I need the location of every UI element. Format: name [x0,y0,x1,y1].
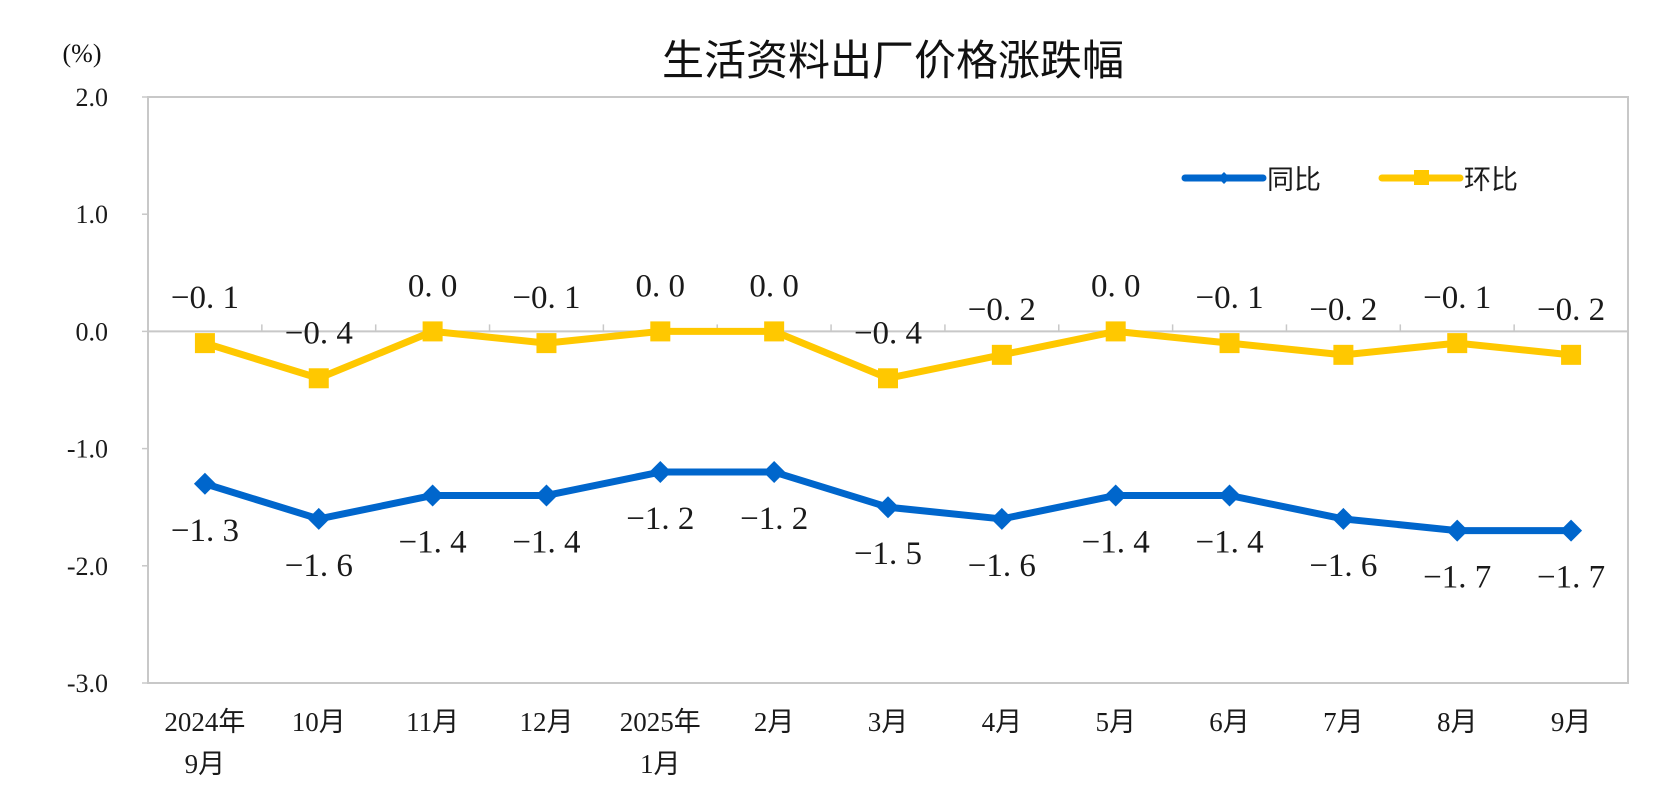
data-label: −0. 1 [512,280,580,316]
diamond-marker [193,472,216,495]
data-label: 0. 0 [1091,268,1141,304]
square-marker [194,333,215,354]
data-label: −0. 4 [854,315,922,351]
data-label: −1. 7 [1423,560,1491,596]
y-tick-label: 1.0 [76,200,109,229]
data-label: −1. 6 [968,548,1036,584]
data-label: −1. 3 [171,513,239,549]
x-tick-label: 11月 [406,707,459,737]
data-label: −0. 2 [1309,292,1377,328]
data-label: −1. 2 [626,501,694,537]
x-tick-label: 7月 [1323,707,1364,737]
y-tick-label: -1.0 [67,435,108,464]
x-tick-label: 6月 [1209,707,1250,737]
x-tick-label: 2月 [754,707,795,737]
diamond-marker [307,507,330,530]
data-label: −0. 4 [285,315,353,351]
x-tick-label: 4月 [982,707,1023,737]
square-marker [308,368,329,389]
square-marker [1333,344,1354,365]
series-mom: −0. 1 −0. 4 0. 0 −0. 1 0. 0 0. 0 −0. 4 −0. 2 0. … [171,268,1605,389]
plot-area [147,96,1629,684]
diamond-marker [1104,484,1127,507]
square-marker [536,333,557,354]
plot-border [147,96,1629,684]
x-tick-label: 9月 [1551,707,1592,737]
square-marker [878,368,898,389]
data-label: 0. 0 [636,268,686,304]
legend-label: 同比 [1267,165,1321,196]
y-tick-label: 0.0 [76,317,109,346]
square-marker [764,321,785,342]
data-label: −1. 6 [1309,548,1377,584]
legend-label: 环比 [1464,165,1518,196]
data-label: −0. 2 [1537,292,1605,328]
x-tick-label: 1月 [640,749,681,779]
square-marker [422,321,443,342]
x-tick-label: 9月 [185,749,226,779]
data-label: −0. 2 [968,292,1036,328]
data-label: −1. 6 [285,548,353,584]
square-marker [650,321,671,342]
data-label: 0. 0 [408,268,458,304]
y-tick-label: 2.0 [76,83,109,112]
diamond-marker [763,461,786,484]
square-marker [1447,333,1468,354]
data-label: 0. 0 [749,268,799,304]
series-layer: −1. 3 −1. 6 −1. 4 −1. 4 −1. 2 −1. 2 −1. 5 −1. 6… [171,268,1605,595]
diamond-marker [421,484,444,507]
x-tick-label: 2024年 [164,707,245,737]
data-label: −1. 2 [740,501,808,537]
data-label: −1. 4 [1195,524,1263,560]
data-label: −1. 4 [1082,524,1150,560]
data-label: −1. 4 [399,524,467,560]
chart-title: 生活资料出厂价格涨跌幅 [662,36,1124,85]
square-marker [1105,321,1126,342]
legend-item-yoy: 同比 [1181,165,1321,196]
series-yoy: −1. 3 −1. 6 −1. 4 −1. 4 −1. 2 −1. 2 −1. 5 −1. 6… [171,461,1605,596]
data-label: −0. 1 [1195,280,1263,316]
y-axis-unit-label: (%) [63,39,102,68]
diamond-marker [1218,484,1241,507]
data-label: −0. 1 [1423,280,1491,316]
legend-diamond-icon [1218,172,1230,184]
data-label: −1. 5 [854,536,922,572]
diamond-marker [877,496,899,519]
diamond-marker [535,484,558,507]
legend-item-mom: 环比 [1378,165,1518,196]
y-axis: 2.0 1.0 0.0 -1.0 -2.0 -3.0 [67,83,148,698]
diamond-marker [990,507,1013,530]
data-label: −1. 7 [1537,560,1605,596]
x-tick-label: 8月 [1437,707,1478,737]
square-marker [1219,333,1240,354]
diamond-marker [1560,519,1583,542]
x-tick-label: 10月 [292,707,346,737]
x-tick-label: 3月 [868,707,909,737]
x-axis: 2024年 9月 10月 11月 12月 2025年 1月 2月 3月 4月 5月 6月 7月 8月 9月 [164,707,1591,779]
diamond-marker [649,461,672,484]
data-label: −1. 4 [512,524,580,560]
diamond-marker [1446,519,1469,542]
legend: 同比 环比 [1181,165,1518,196]
x-tick-label: 5月 [1095,707,1136,737]
diamond-marker [1332,507,1355,530]
square-marker [991,344,1012,365]
x-tick-label: 12月 [519,707,573,737]
square-marker [1561,344,1582,365]
y-tick-label: -2.0 [67,552,108,581]
y-tick-label: -3.0 [67,669,108,698]
data-label: −0. 1 [171,280,239,316]
x-tick-label: 2025年 [620,707,701,737]
legend-square-icon [1414,170,1429,185]
